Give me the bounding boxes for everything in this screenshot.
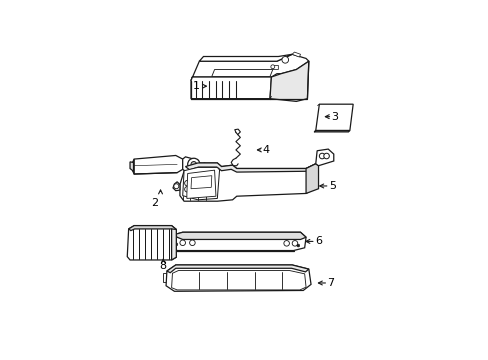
Polygon shape [199, 54, 292, 61]
Polygon shape [171, 232, 305, 251]
Polygon shape [166, 265, 308, 273]
Polygon shape [305, 164, 318, 193]
Circle shape [173, 184, 179, 189]
Text: 4: 4 [262, 145, 269, 155]
Circle shape [175, 243, 177, 246]
Circle shape [187, 158, 200, 170]
Text: 3: 3 [331, 112, 338, 122]
Circle shape [292, 240, 297, 246]
Circle shape [173, 242, 177, 245]
Polygon shape [185, 163, 317, 172]
Circle shape [191, 162, 196, 167]
Circle shape [323, 153, 328, 159]
Circle shape [184, 186, 190, 192]
Polygon shape [171, 229, 176, 260]
Polygon shape [191, 77, 271, 99]
Polygon shape [128, 226, 176, 231]
Polygon shape [183, 157, 199, 171]
Polygon shape [211, 69, 272, 76]
Polygon shape [292, 52, 300, 57]
Polygon shape [186, 170, 216, 198]
Circle shape [284, 240, 289, 246]
Text: 8: 8 [160, 261, 166, 271]
Polygon shape [133, 156, 183, 174]
Circle shape [184, 180, 190, 186]
Polygon shape [272, 66, 278, 69]
Circle shape [319, 153, 324, 159]
Polygon shape [127, 226, 176, 260]
Bar [163, 273, 171, 282]
Circle shape [296, 244, 299, 247]
Polygon shape [173, 232, 305, 239]
Text: 6: 6 [314, 237, 322, 246]
Polygon shape [180, 163, 317, 201]
Text: 1: 1 [193, 81, 200, 91]
Polygon shape [315, 104, 352, 131]
Circle shape [189, 240, 195, 246]
Polygon shape [171, 270, 305, 290]
Polygon shape [130, 159, 134, 174]
Polygon shape [315, 149, 333, 166]
Polygon shape [173, 182, 180, 191]
Polygon shape [191, 54, 308, 81]
Text: 7: 7 [327, 278, 334, 288]
Text: 5: 5 [328, 181, 335, 191]
Polygon shape [191, 176, 211, 189]
Circle shape [173, 235, 177, 238]
Text: 2: 2 [151, 198, 158, 208]
Polygon shape [166, 265, 310, 291]
Circle shape [180, 240, 185, 246]
Circle shape [173, 249, 177, 252]
Polygon shape [183, 167, 219, 200]
Polygon shape [314, 131, 349, 132]
Circle shape [270, 65, 274, 69]
Polygon shape [269, 61, 308, 102]
Circle shape [282, 57, 288, 63]
Bar [300, 275, 308, 284]
